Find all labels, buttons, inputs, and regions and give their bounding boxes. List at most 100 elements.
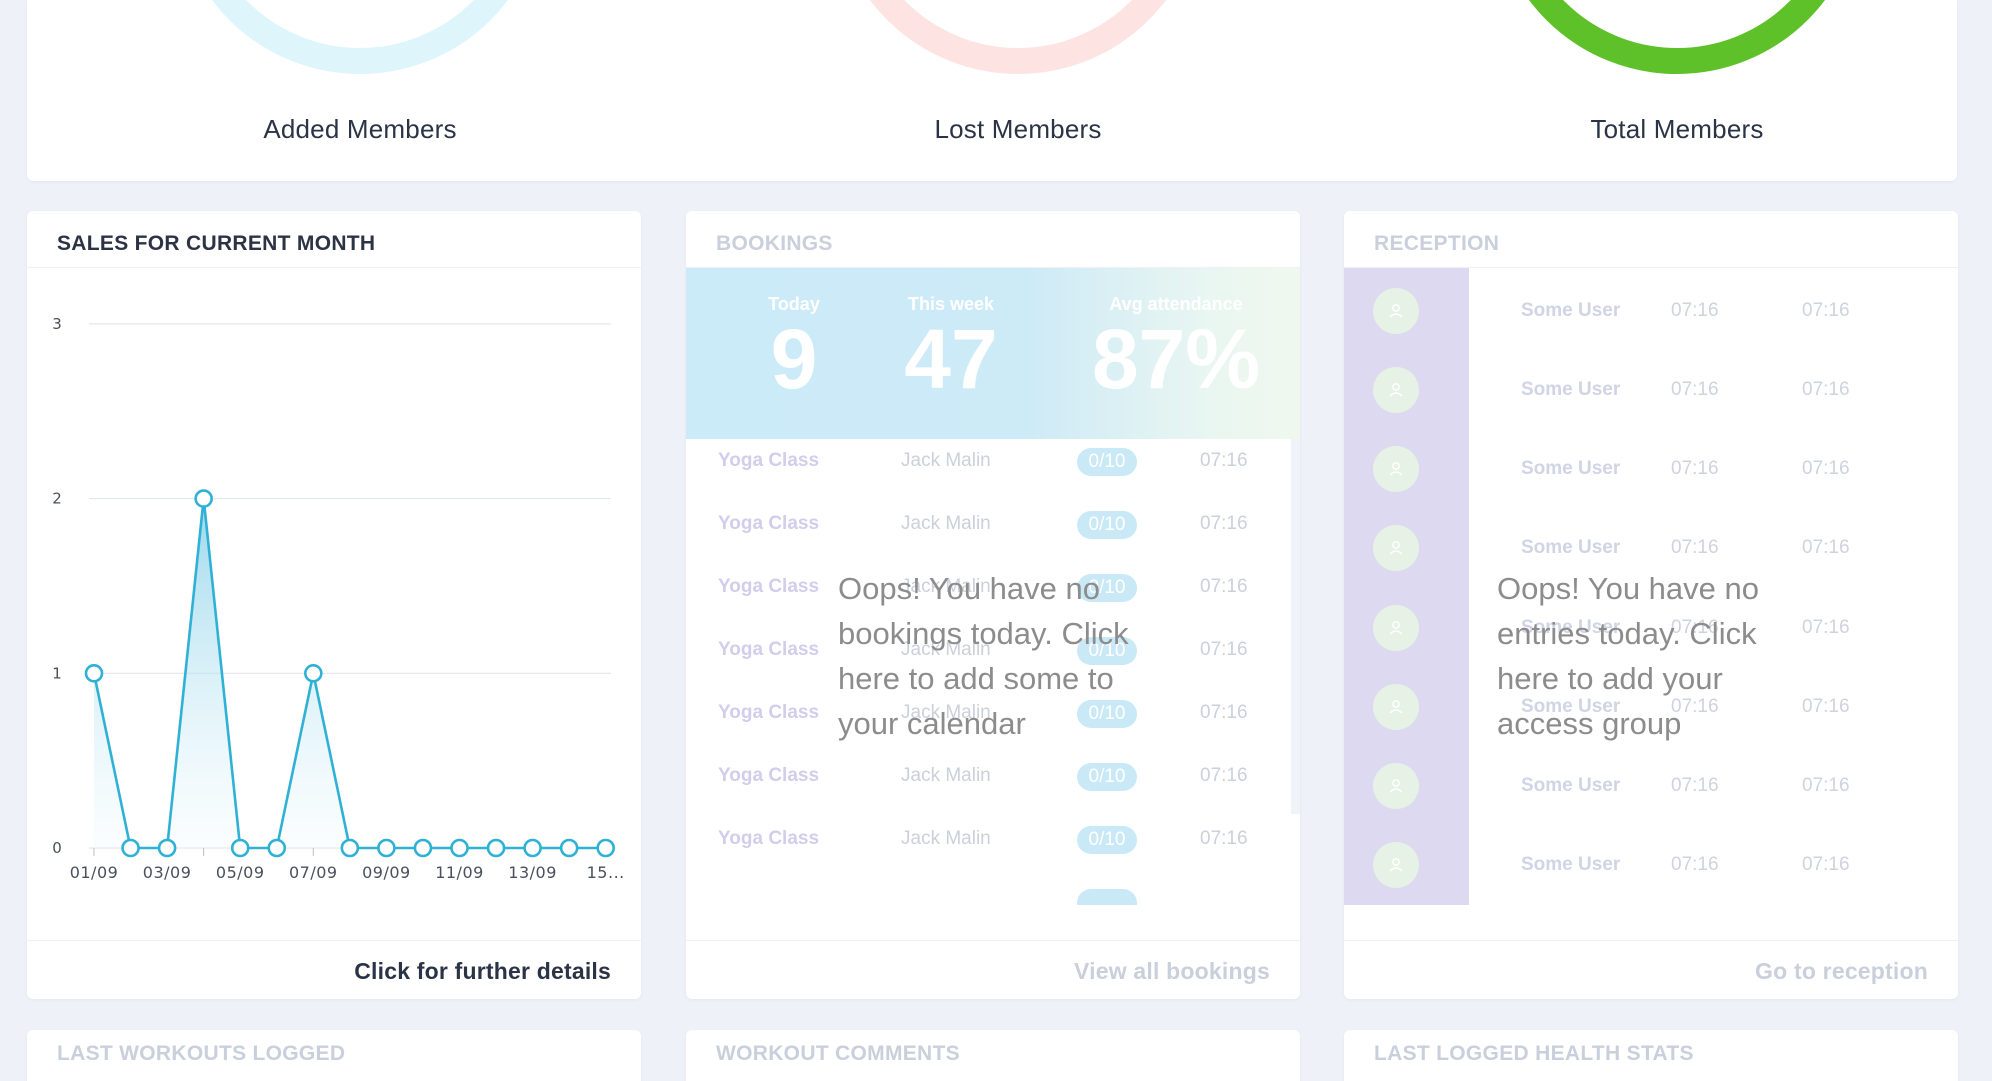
sales-data-point[interactable] bbox=[413, 838, 433, 858]
booking-capacity-badge: 0/10 bbox=[1077, 637, 1137, 665]
sales-data-point[interactable] bbox=[486, 838, 506, 858]
week-stat-value: 47 bbox=[904, 312, 998, 406]
reception-time-out: 07:16 bbox=[1802, 537, 1850, 558]
reception-row[interactable]: Some User 07:16 07:16 bbox=[1469, 854, 1958, 884]
booking-time: 07:16 bbox=[1200, 450, 1248, 471]
reception-row[interactable]: Some User 07:16 07:16 bbox=[1469, 617, 1958, 647]
x-tick-label: 11/09 bbox=[435, 863, 484, 882]
sales-details-link[interactable]: Click for further details bbox=[354, 958, 611, 984]
booking-capacity-badge: 0/10 bbox=[1077, 826, 1137, 854]
booking-row[interactable]: Yoga Class Jack Malin 0/10 07:16 bbox=[686, 637, 1291, 669]
bookings-card-title: BOOKINGS bbox=[716, 232, 833, 255]
attendance-stat-value: 87% bbox=[1091, 312, 1261, 406]
sales-data-point[interactable] bbox=[230, 838, 250, 858]
sales-data-point[interactable] bbox=[84, 663, 104, 683]
members-summary-card: Added Members Lost Members Total Members bbox=[27, 0, 1957, 181]
booking-class-name: Yoga Class bbox=[718, 450, 820, 471]
booking-class-name: Yoga Class bbox=[718, 576, 820, 597]
reception-time-out: 07:16 bbox=[1802, 300, 1850, 321]
x-tick-label: 15... bbox=[587, 863, 625, 882]
x-tick-label: 05/09 bbox=[216, 863, 265, 882]
reception-time-in: 07:16 bbox=[1671, 617, 1719, 638]
sales-data-point[interactable] bbox=[523, 838, 542, 858]
booking-trainer: Jack Malin bbox=[901, 702, 991, 723]
attendance-stat: Avg attendance 87% bbox=[1076, 294, 1276, 403]
reception-time-in: 07:16 bbox=[1671, 696, 1719, 717]
total-members-ring bbox=[1492, 0, 1862, 74]
reception-row[interactable]: Some User 07:16 07:16 bbox=[1469, 696, 1958, 726]
reception-time-in: 07:16 bbox=[1671, 854, 1719, 875]
reception-user-name: Some User bbox=[1521, 300, 1621, 321]
reception-user-name: Some User bbox=[1521, 458, 1621, 479]
y-tick-label: 0 bbox=[52, 839, 62, 857]
booking-row[interactable]: Yoga Class Jack Malin 0/10 07:16 bbox=[686, 700, 1291, 732]
sales-data-point[interactable] bbox=[194, 489, 213, 508]
booking-trainer: Jack Malin bbox=[901, 765, 991, 786]
reception-time-in: 07:16 bbox=[1671, 300, 1719, 321]
sales-data-point[interactable] bbox=[303, 663, 323, 683]
workout-comments-card: WORKOUT COMMENTS bbox=[686, 1030, 1300, 1081]
sales-data-point[interactable] bbox=[450, 838, 469, 858]
booking-trainer: Jack Malin bbox=[901, 513, 991, 534]
no-entries-message[interactable]: Oops! You have no entries today. Click h… bbox=[1497, 571, 1760, 741]
booking-row[interactable]: Yoga Class Jack Malin 0/10 07:16 bbox=[686, 511, 1291, 543]
user-avatar-icon bbox=[1373, 288, 1419, 334]
reception-avatar-column bbox=[1344, 268, 1469, 905]
reception-row[interactable]: Some User 07:16 07:16 bbox=[1469, 379, 1958, 409]
booking-class-name: Yoga Class bbox=[718, 828, 820, 849]
reception-time-out: 07:16 bbox=[1802, 775, 1850, 796]
sales-card: SALES FOR CURRENT MONTH 0 1 2 3 01/09 03/09 05… bbox=[27, 211, 641, 999]
lost-members-ring bbox=[833, 0, 1203, 74]
reception-card-divider bbox=[1344, 267, 1958, 268]
week-stat: This week 47 bbox=[876, 294, 1026, 403]
booking-class-name: Yoga Class bbox=[718, 765, 820, 786]
booking-time: 07:16 bbox=[1200, 702, 1248, 723]
reception-row[interactable]: Some User 07:16 07:16 bbox=[1469, 537, 1958, 567]
booking-capacity-badge-partial bbox=[1077, 889, 1137, 905]
sales-data-point[interactable] bbox=[377, 838, 396, 858]
bookings-scrollbar[interactable] bbox=[1291, 439, 1300, 814]
x-tick-label: 09/09 bbox=[362, 863, 411, 882]
booking-row[interactable]: Yoga Class Jack Malin 0/10 07:16 bbox=[686, 826, 1291, 858]
go-to-reception-link[interactable]: Go to reception bbox=[1755, 958, 1928, 984]
user-avatar-icon bbox=[1373, 446, 1419, 492]
user-avatar-icon bbox=[1373, 367, 1419, 413]
booking-class-name: Yoga Class bbox=[718, 702, 820, 723]
sales-data-point[interactable] bbox=[340, 838, 360, 858]
reception-row[interactable]: Some User 07:16 07:16 bbox=[1469, 775, 1958, 805]
no-bookings-message[interactable]: Oops! You have no bookings today. Click … bbox=[838, 571, 1129, 741]
sales-card-divider bbox=[27, 267, 641, 268]
today-stat-label: Today bbox=[768, 294, 820, 314]
bookings-list[interactable]: Yoga Class Jack Malin 0/10 07:16 Yoga Class J… bbox=[686, 439, 1291, 905]
sales-data-point[interactable] bbox=[121, 838, 140, 858]
reception-user-name: Some User bbox=[1521, 696, 1621, 717]
user-avatar-icon bbox=[1373, 842, 1419, 888]
x-tick-label: 13/09 bbox=[508, 863, 557, 882]
reception-time-out: 07:16 bbox=[1802, 617, 1850, 638]
reception-time-out: 07:16 bbox=[1802, 854, 1850, 875]
reception-row[interactable]: Some User 07:16 07:16 bbox=[1469, 458, 1958, 488]
sales-data-point[interactable] bbox=[596, 838, 616, 858]
reception-time-in: 07:16 bbox=[1671, 458, 1719, 479]
view-all-bookings-link[interactable]: View all bookings bbox=[1074, 958, 1270, 984]
booking-time: 07:16 bbox=[1200, 576, 1248, 597]
reception-row[interactable]: Some User 07:16 07:16 bbox=[1469, 300, 1958, 330]
reception-user-name: Some User bbox=[1521, 537, 1621, 558]
booking-row[interactable]: Yoga Class Jack Malin 0/10 07:16 bbox=[686, 574, 1291, 606]
booking-capacity-badge: 0/10 bbox=[1077, 448, 1137, 476]
user-avatar-icon bbox=[1373, 605, 1419, 651]
booking-trainer: Jack Malin bbox=[901, 639, 991, 660]
booking-row[interactable]: Yoga Class Jack Malin 0/10 07:16 bbox=[686, 763, 1291, 795]
booking-row[interactable]: Yoga Class Jack Malin 0/10 07:16 bbox=[686, 448, 1291, 480]
sales-line-chart: 0 1 2 3 01/09 03/09 05/09 07/09 09/09 11/09 13/09 1… bbox=[52, 315, 625, 882]
x-tick-label: 01/09 bbox=[70, 863, 119, 882]
x-tick-label: 07/09 bbox=[289, 863, 338, 882]
booking-class-name: Yoga Class bbox=[718, 513, 820, 534]
sales-data-point[interactable] bbox=[559, 838, 579, 858]
bookings-card: BOOKINGS Today 9 This week 47 Avg attend… bbox=[686, 211, 1300, 999]
last-workouts-title: LAST WORKOUTS LOGGED bbox=[57, 1042, 346, 1065]
sales-area bbox=[94, 498, 606, 848]
reception-time-out: 07:16 bbox=[1802, 379, 1850, 400]
sales-data-point[interactable] bbox=[267, 838, 287, 858]
sales-data-point[interactable] bbox=[157, 838, 177, 858]
